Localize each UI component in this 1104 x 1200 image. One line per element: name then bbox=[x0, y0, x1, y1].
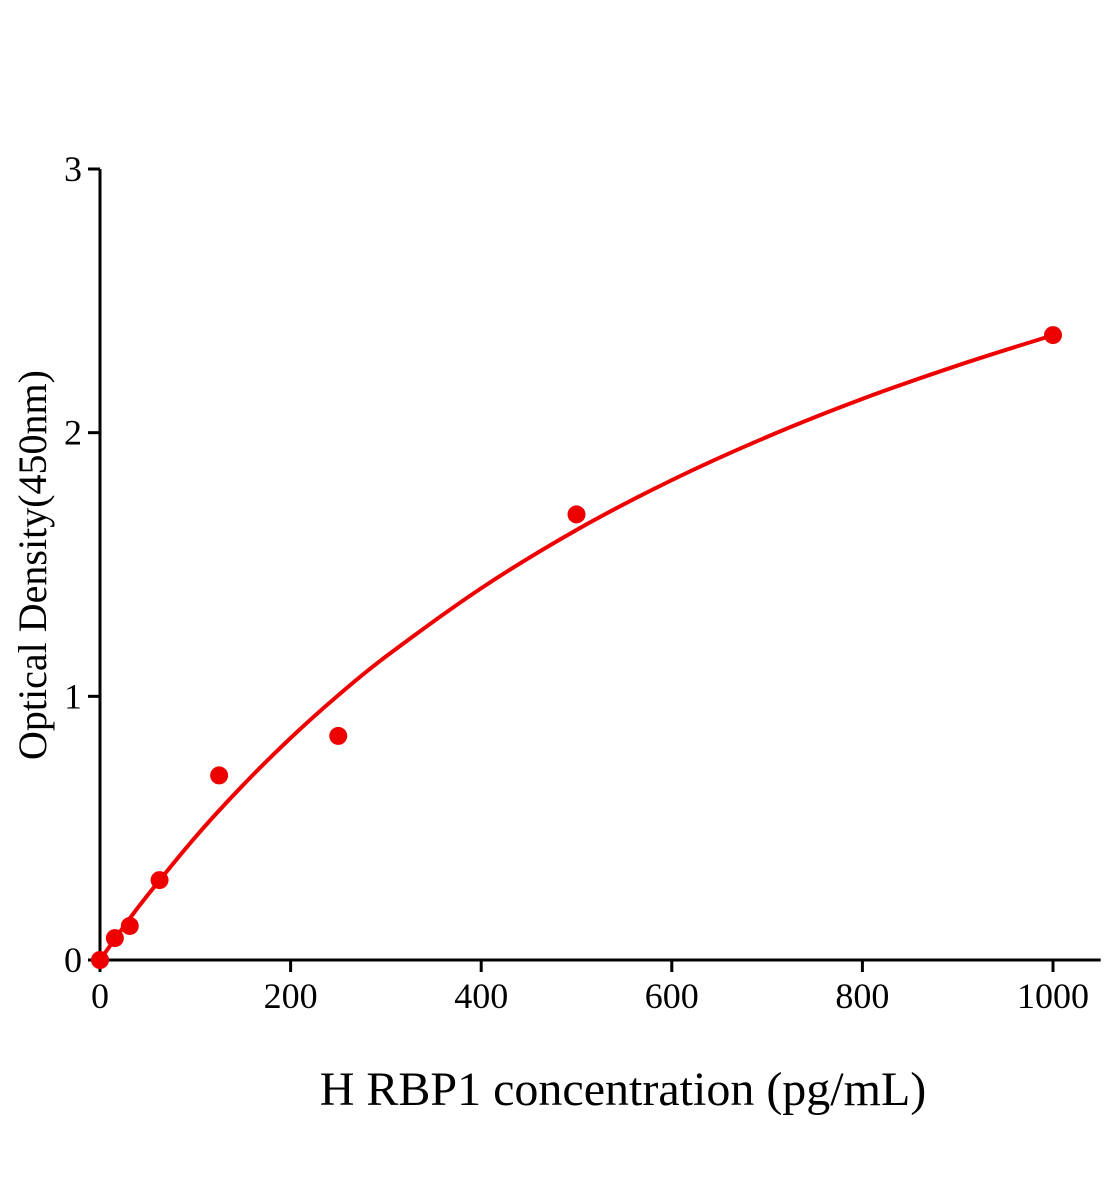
data-point bbox=[567, 505, 586, 524]
data-point bbox=[91, 951, 109, 969]
x-tick-label: 200 bbox=[264, 976, 318, 1016]
x-tick-label: 1000 bbox=[1017, 976, 1089, 1016]
fit-curve bbox=[98, 333, 1054, 962]
data-point bbox=[105, 929, 124, 948]
y-tick-label: 0 bbox=[64, 940, 82, 980]
data-point bbox=[210, 766, 229, 785]
x-tick-label: 600 bbox=[645, 976, 699, 1016]
y-tick-label: 3 bbox=[64, 149, 82, 189]
y-tick-label: 1 bbox=[64, 676, 82, 716]
data-point bbox=[120, 916, 139, 935]
x-axis-label: H RBP1 concentration (pg/mL) bbox=[320, 1063, 927, 1116]
y-tick-label: 2 bbox=[64, 413, 82, 453]
x-tick-label: 800 bbox=[835, 976, 889, 1016]
data-point bbox=[150, 871, 169, 890]
y-axis-label: Optical Density(450nm) bbox=[10, 370, 55, 760]
data-point bbox=[1044, 326, 1062, 345]
x-tick-label: 400 bbox=[454, 976, 508, 1016]
x-tick-label: 0 bbox=[91, 976, 109, 1016]
data-point bbox=[329, 726, 348, 745]
